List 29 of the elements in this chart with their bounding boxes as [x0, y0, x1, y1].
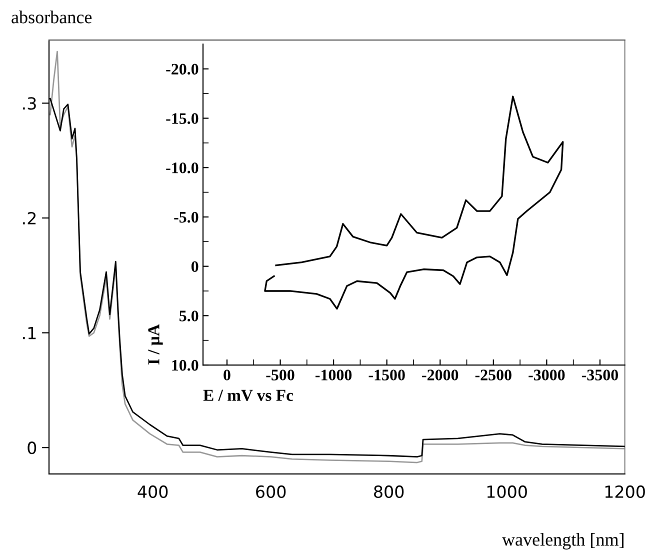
y-tick-label: 10.0	[172, 360, 198, 371]
x-tick-label: 800	[374, 485, 404, 498]
x-axis-title: E / mV vs Fc	[203, 390, 294, 402]
x-tick-label: -3000	[528, 370, 565, 380]
y-tick-label: -15.0	[166, 113, 198, 124]
x-axis-title: wavelength [nm]	[502, 533, 624, 550]
x-tick-label: 1200	[605, 485, 645, 498]
x-tick-label: -3500	[582, 370, 618, 380]
y-axis-title: absorbance	[12, 10, 92, 24]
x-tick-label: 400	[138, 485, 168, 498]
y-tick-label: .3	[23, 97, 36, 110]
x-tick-label: 600	[256, 485, 286, 498]
y-tick-label: .2	[23, 212, 36, 224]
y-tick-label: 0	[28, 442, 36, 454]
x-tick-label: -500	[266, 370, 294, 380]
x-tick-label: -1000	[316, 370, 352, 380]
line-series	[264, 96, 564, 310]
x-tick-label: 1000	[487, 485, 527, 498]
x-tick-label: -2500	[475, 370, 512, 380]
y-tick-label: 0	[191, 261, 198, 272]
y-tick-label: .1	[23, 326, 36, 340]
y-tick-label: 5.0	[180, 310, 198, 322]
x-tick-label: -2000	[422, 370, 458, 380]
x-tick-label: -1500	[368, 370, 405, 380]
x-tick-label: 0	[224, 370, 230, 380]
y-axis-title: I / μA	[148, 324, 163, 364]
y-tick-label: -10.0	[166, 162, 198, 174]
y-tick-label: -5.0	[174, 212, 198, 223]
y-tick-label: -20.0	[166, 64, 198, 75]
